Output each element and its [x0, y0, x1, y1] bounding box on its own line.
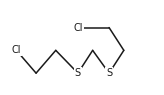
Text: S: S [75, 68, 81, 78]
Text: Cl: Cl [12, 45, 21, 55]
Text: Cl: Cl [74, 23, 83, 33]
Text: S: S [106, 68, 112, 78]
